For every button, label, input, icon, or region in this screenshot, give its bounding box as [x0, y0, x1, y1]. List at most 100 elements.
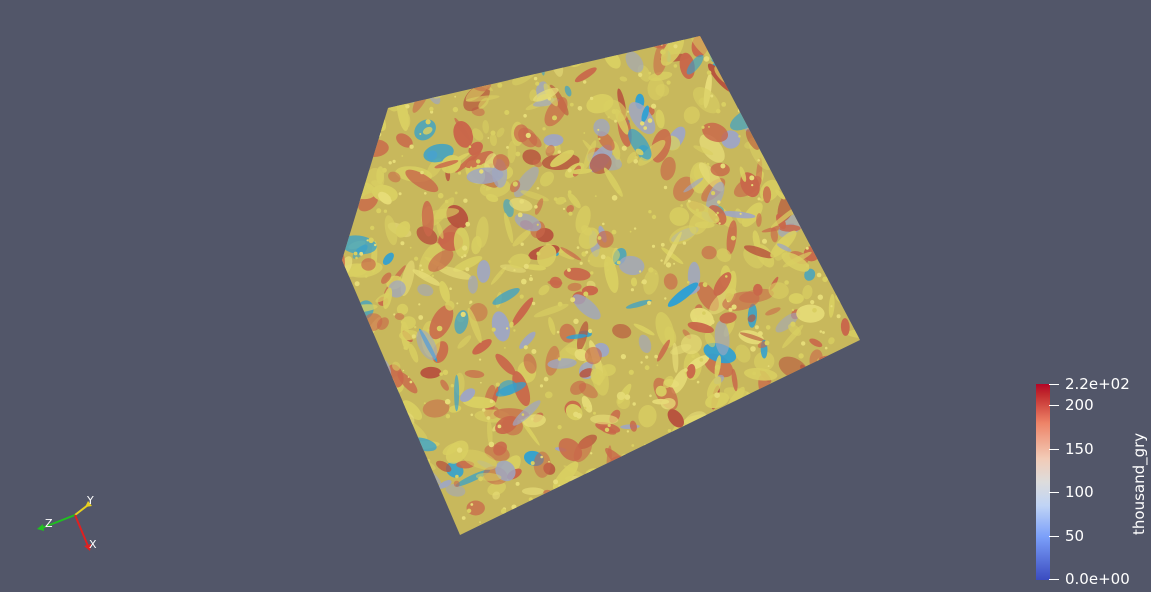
volume-texture-speck	[491, 327, 496, 332]
volume-texture-blob	[394, 497, 412, 513]
volume-texture-speck	[813, 77, 816, 80]
volume-texture-speck	[402, 369, 405, 372]
volume-texture-speck	[370, 225, 375, 231]
volume-texture-speck	[604, 261, 609, 267]
volume-texture-blob	[420, 366, 442, 379]
volume-texture-speck	[366, 239, 369, 242]
volume-texture-speck	[533, 76, 538, 81]
volume-texture-speck	[630, 288, 635, 292]
volume-texture-speck	[490, 130, 496, 136]
volume-texture-blob	[654, 471, 684, 496]
volume-texture-speck	[651, 214, 657, 220]
volume-texture-speck	[483, 186, 486, 189]
volume-texture-speck	[815, 62, 819, 66]
volume-texture-blob	[836, 492, 849, 505]
volume-texture-blob	[788, 197, 796, 205]
volume-texture-blob	[820, 36, 830, 49]
volume-texture-speck	[799, 474, 803, 478]
volume-texture-speck	[426, 37, 432, 43]
volume-texture-speck	[548, 57, 552, 60]
volume-texture-blob	[539, 171, 555, 187]
volume-texture-blob	[655, 311, 675, 348]
volume-texture-blob	[484, 153, 497, 173]
volume-texture-blob	[778, 383, 790, 395]
volume-texture-speck	[380, 514, 386, 520]
volume-texture-speck	[418, 315, 424, 320]
volume-texture-speck	[352, 483, 357, 488]
volume-texture-speck	[359, 251, 364, 256]
volume-texture-speck	[597, 128, 600, 131]
volume-texture-speck	[687, 199, 691, 203]
volume-texture-blob	[803, 396, 812, 414]
volume-texture-blob	[628, 128, 652, 160]
volume-texture-blob	[557, 38, 588, 63]
volume-texture-speck	[430, 110, 434, 114]
volume-texture-blob	[555, 196, 566, 205]
y-axis-arrow	[85, 501, 92, 507]
volume-texture-blob	[833, 355, 843, 386]
volume-texture-blob	[497, 37, 507, 58]
volume-texture-blob	[716, 248, 732, 263]
volume-texture-speck	[342, 403, 343, 407]
volume-texture-blob	[378, 191, 392, 205]
volume-texture-blob	[381, 432, 416, 444]
volume-texture-blob	[838, 477, 857, 486]
volume-texture-speck	[476, 159, 481, 164]
volume-texture-speck	[400, 320, 403, 324]
volume-texture-speck	[424, 192, 427, 195]
volume-texture-speck	[648, 267, 654, 273]
volume-texture-speck	[419, 264, 422, 267]
colorbar-tick-50	[1049, 536, 1059, 537]
volume-texture-speck	[515, 151, 521, 157]
volume-texture-blob	[704, 503, 741, 522]
volume-texture-blob	[727, 468, 747, 489]
volume-texture-blob	[353, 99, 365, 126]
volume-texture-blob	[342, 68, 352, 105]
volume-texture-speck	[641, 279, 647, 285]
volume-texture-speck	[588, 404, 592, 407]
volume-texture-blob	[590, 414, 619, 425]
volume-texture-blob	[683, 177, 704, 193]
volume-texture-speck	[770, 533, 776, 535]
volume-texture-blob	[348, 177, 364, 185]
volume-texture-blob	[822, 453, 838, 467]
volume-texture-blob	[595, 421, 621, 434]
volume-texture-blob	[342, 38, 348, 49]
volume-texture-speck	[848, 80, 854, 86]
volume-texture-speck	[421, 268, 424, 272]
volume-texture-blob	[577, 506, 615, 520]
volume-texture-blob	[533, 451, 551, 478]
volume-texture-speck	[414, 450, 420, 455]
volume-texture-speck	[512, 181, 518, 187]
volume-texture-speck	[426, 328, 430, 332]
volume-texture-speck	[703, 486, 709, 491]
volume-texture-speck	[414, 326, 417, 329]
volume-texture-speck	[557, 357, 562, 361]
volume-texture-blob	[841, 379, 854, 413]
volume-texture-blob	[644, 505, 659, 519]
volume-texture-speck	[840, 141, 845, 147]
volume-texture-blob	[643, 268, 659, 295]
volume-texture-blob	[719, 312, 737, 324]
volume-texture-speck	[482, 408, 486, 412]
volume-texture-blob	[794, 56, 807, 88]
volume-texture-speck	[789, 418, 792, 422]
volume-texture-speck	[567, 150, 571, 154]
volume-texture-speck	[511, 504, 517, 510]
volume-texture-blob	[737, 86, 749, 113]
volume-texture-blob	[342, 146, 348, 181]
volume-texture-blob	[593, 118, 610, 137]
volume-texture-blob	[849, 194, 860, 225]
volume-texture-speck	[644, 443, 646, 446]
volume-texture-blob	[819, 86, 825, 94]
volume-texture-speck	[757, 159, 760, 162]
volume-texture-blob	[574, 67, 597, 83]
volume-texture-speck	[812, 308, 817, 313]
volume-texture-blob	[342, 446, 353, 463]
volume-texture-blob	[821, 192, 833, 206]
volume-texture-speck	[573, 318, 579, 324]
volume-texture-blob	[779, 123, 801, 145]
volume-texture-speck	[717, 200, 721, 204]
